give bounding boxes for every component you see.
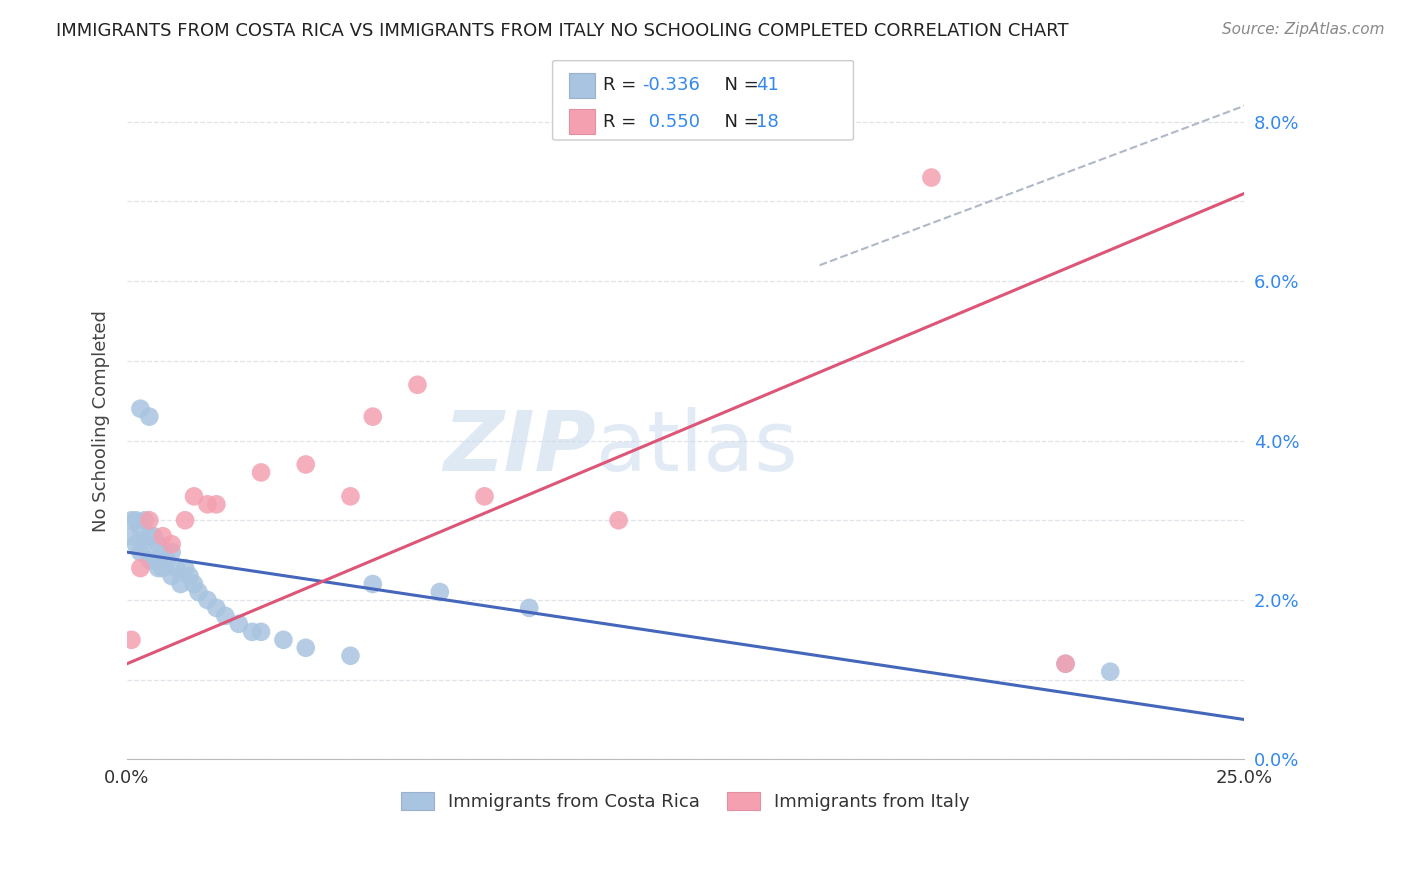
Point — [134, 537, 156, 551]
Point — [228, 616, 250, 631]
Point — [138, 529, 160, 543]
Point — [134, 513, 156, 527]
Point — [294, 458, 316, 472]
Text: R =: R = — [603, 76, 643, 95]
Y-axis label: No Schooling Completed: No Schooling Completed — [93, 310, 110, 532]
Point — [273, 632, 295, 647]
Text: 0.550: 0.550 — [643, 112, 700, 130]
Point — [174, 561, 197, 575]
Point — [339, 648, 361, 663]
Point — [240, 624, 263, 639]
Point — [129, 561, 152, 575]
Point — [129, 521, 152, 535]
Text: N =: N = — [713, 76, 765, 95]
Point — [165, 561, 187, 575]
Point — [205, 497, 228, 511]
Point — [197, 497, 219, 511]
Legend: Immigrants from Costa Rica, Immigrants from Italy: Immigrants from Costa Rica, Immigrants f… — [394, 784, 977, 818]
Point — [197, 593, 219, 607]
Point — [121, 513, 143, 527]
Point — [121, 632, 143, 647]
Point — [607, 513, 630, 527]
Point — [183, 577, 205, 591]
Text: ZIP: ZIP — [444, 408, 596, 488]
Point — [1099, 665, 1122, 679]
Point — [920, 170, 942, 185]
Point — [129, 545, 152, 559]
Point — [1054, 657, 1077, 671]
Point — [125, 537, 148, 551]
Point — [138, 409, 160, 424]
Point — [429, 585, 451, 599]
Text: Source: ZipAtlas.com: Source: ZipAtlas.com — [1222, 22, 1385, 37]
Point — [152, 561, 174, 575]
Text: 18: 18 — [756, 112, 779, 130]
Point — [152, 545, 174, 559]
Point — [250, 624, 273, 639]
Point — [361, 577, 384, 591]
Text: atlas: atlas — [596, 408, 799, 488]
Point — [121, 529, 143, 543]
Point — [1054, 657, 1077, 671]
Point — [339, 489, 361, 503]
Point — [214, 608, 236, 623]
Point — [148, 561, 170, 575]
Point — [125, 513, 148, 527]
Point — [142, 553, 165, 567]
Point — [169, 577, 191, 591]
Point — [406, 377, 429, 392]
Text: R =: R = — [603, 112, 643, 130]
Point — [156, 553, 179, 567]
Point — [361, 409, 384, 424]
Point — [183, 489, 205, 503]
Point — [160, 537, 183, 551]
Text: N =: N = — [713, 112, 765, 130]
Point — [474, 489, 496, 503]
Point — [160, 545, 183, 559]
Point — [205, 601, 228, 615]
Point — [294, 640, 316, 655]
Point — [138, 553, 160, 567]
Point — [187, 585, 209, 599]
Text: -0.336: -0.336 — [643, 76, 700, 95]
Point — [160, 569, 183, 583]
Point — [517, 601, 540, 615]
Point — [138, 513, 160, 527]
Point — [152, 529, 174, 543]
Point — [250, 466, 273, 480]
Point — [129, 401, 152, 416]
Text: 41: 41 — [756, 76, 779, 95]
Point — [148, 537, 170, 551]
Point — [179, 569, 201, 583]
Point — [142, 529, 165, 543]
Point — [174, 513, 197, 527]
Text: IMMIGRANTS FROM COSTA RICA VS IMMIGRANTS FROM ITALY NO SCHOOLING COMPLETED CORRE: IMMIGRANTS FROM COSTA RICA VS IMMIGRANTS… — [56, 22, 1069, 40]
